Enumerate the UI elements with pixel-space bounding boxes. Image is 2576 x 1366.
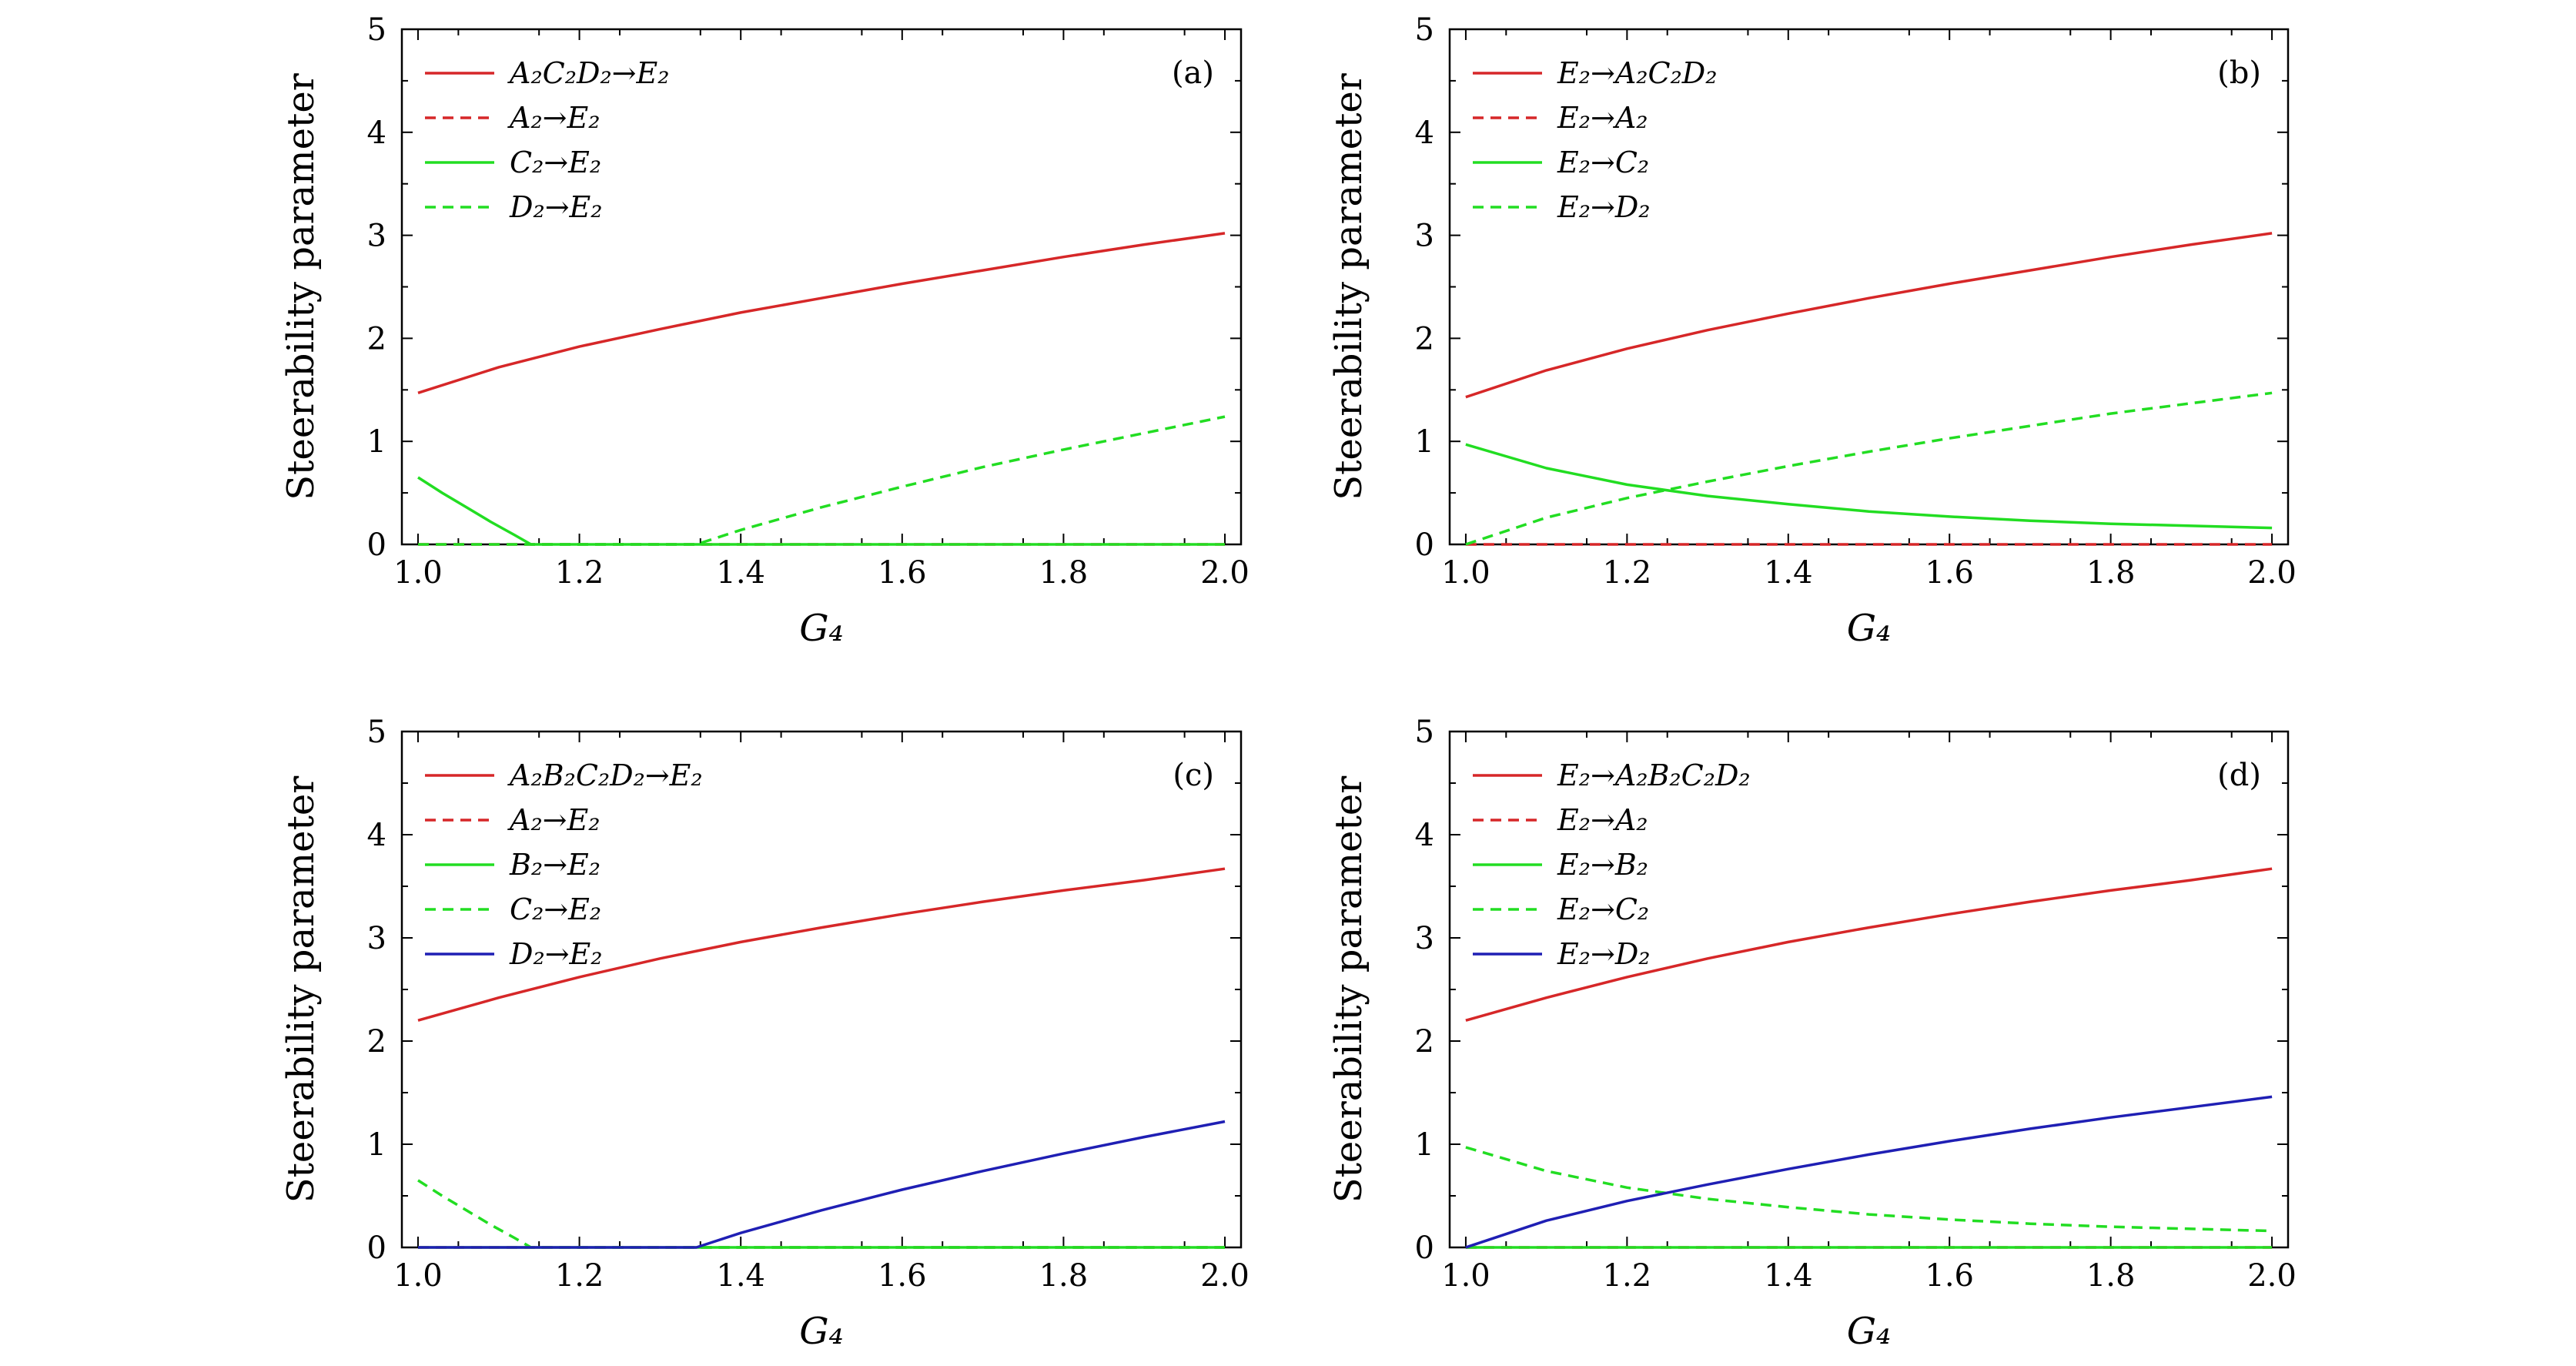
panel-label: (a) <box>1172 55 1214 91</box>
y-axis-label: Steerability parameter <box>1327 73 1370 501</box>
y-tick-label: 3 <box>1415 921 1434 956</box>
x-tick-label: 1.0 <box>393 1258 443 1294</box>
legend-label: E₂→C₂ <box>1557 146 1649 179</box>
x-axis-label: G₄ <box>799 1310 844 1353</box>
y-tick-label: 3 <box>367 219 386 254</box>
legend-label: E₂→A₂ <box>1557 803 1648 837</box>
y-tick-label: 5 <box>1415 715 1434 750</box>
x-tick-label: 1.8 <box>1039 555 1089 591</box>
series-line <box>1465 1146 2273 1233</box>
y-tick-label: 3 <box>367 921 386 956</box>
x-tick-label: 1.8 <box>2086 555 2136 591</box>
x-tick-label: 1.2 <box>555 555 604 591</box>
y-tick-label: 2 <box>1415 1024 1434 1060</box>
y-tick-label: 4 <box>1415 818 1434 853</box>
panel-c: 1.0 1.2 1.4 1.6 1.8 2.0 0 1 2 3 4 5 G₄ Steerability p… <box>279 715 1250 1353</box>
y-tick-label: 2 <box>367 321 386 357</box>
y-tick-label: 1 <box>367 424 386 460</box>
series-line <box>418 1120 1226 1249</box>
y-tick-label: 2 <box>1415 321 1434 357</box>
x-tick-label: 2.0 <box>1200 555 1250 591</box>
y-tick-label: 5 <box>367 12 386 48</box>
legend-label: A₂→E₂ <box>507 101 601 135</box>
legend-label: D₂→E₂ <box>509 190 603 224</box>
panel-label: (c) <box>1173 758 1214 793</box>
series-line <box>418 415 1226 546</box>
x-tick-label: 1.2 <box>555 1258 604 1294</box>
x-tick-label: 1.4 <box>1764 555 1813 591</box>
x-tick-label: 2.0 <box>1200 1258 1250 1294</box>
legend-label: A₂B₂C₂D₂→E₂ <box>507 758 703 792</box>
y-axis-label: Steerability parameter <box>279 73 323 501</box>
panel-b: 1.0 1.2 1.4 1.6 1.8 2.0 0 1 2 3 4 5 G₄ Steerability p… <box>1327 12 2297 650</box>
x-tick-label: 1.6 <box>1925 555 1974 591</box>
legend-label: D₂→E₂ <box>509 937 603 971</box>
y-tick-label: 5 <box>1415 12 1434 48</box>
x-tick-label: 1.4 <box>1764 1258 1813 1294</box>
y-tick-label: 2 <box>367 1024 386 1060</box>
legend-label: E₂→D₂ <box>1557 937 1651 971</box>
y-tick-label: 1 <box>1415 1127 1434 1163</box>
legend-label: E₂→D₂ <box>1557 190 1651 224</box>
x-tick-label: 1.8 <box>2086 1258 2136 1294</box>
y-tick-label: 1 <box>1415 424 1434 460</box>
legend-label: E₂→A₂ <box>1557 101 1648 135</box>
x-tick-label: 1.6 <box>1925 1258 1974 1294</box>
x-tick-label: 1.0 <box>1441 1258 1490 1294</box>
y-tick-label: 0 <box>367 1230 386 1266</box>
panel-a: 1.0 1.2 1.4 1.6 1.8 2.0 0 1 2 3 4 5 G₄ Steerability p… <box>279 12 1250 650</box>
x-tick-label: 1.6 <box>878 555 927 591</box>
x-axis-label: G₄ <box>799 607 844 650</box>
series-line <box>1465 232 2273 399</box>
x-tick-label: 1.2 <box>1603 1258 1652 1294</box>
legend-label: B₂→E₂ <box>509 848 601 882</box>
series-line <box>417 1179 1225 1249</box>
series-line <box>1465 443 2273 530</box>
series-line <box>417 867 1226 1022</box>
series-line <box>417 232 1226 394</box>
series-line <box>1465 867 2273 1022</box>
x-tick-label: 1.8 <box>1039 1258 1089 1294</box>
y-tick-label: 1 <box>367 1127 386 1163</box>
legend-label: A₂C₂D₂→E₂ <box>507 56 670 90</box>
panel-d: 1.0 1.2 1.4 1.6 1.8 2.0 0 1 2 3 4 5 G₄ Steerability p… <box>1327 715 2297 1353</box>
x-tick-label: 1.2 <box>1603 555 1652 591</box>
y-tick-label: 3 <box>1415 219 1434 254</box>
x-tick-label: 2.0 <box>2247 1258 2297 1294</box>
y-tick-label: 4 <box>1415 116 1434 151</box>
y-tick-label: 0 <box>1415 1230 1434 1266</box>
legend-label: A₂→E₂ <box>507 803 601 837</box>
y-tick-label: 0 <box>367 527 386 563</box>
y-tick-label: 4 <box>367 116 386 151</box>
panel-label: (b) <box>2217 55 2261 91</box>
y-tick-label: 0 <box>1415 527 1434 563</box>
x-tick-label: 1.4 <box>716 555 765 591</box>
series-line <box>1465 391 2273 546</box>
y-axis-label: Steerability parameter <box>1327 776 1370 1204</box>
x-axis-label: G₄ <box>1847 607 1892 650</box>
x-tick-label: 2.0 <box>2247 555 2297 591</box>
x-tick-label: 1.0 <box>1441 555 1490 591</box>
series-line <box>417 476 1225 546</box>
panel-label: (d) <box>2217 758 2261 793</box>
legend-label: E₂→A₂B₂C₂D₂ <box>1557 758 1751 792</box>
x-tick-label: 1.6 <box>878 1258 927 1294</box>
y-axis-label: Steerability parameter <box>279 776 323 1204</box>
legend-label: E₂→A₂C₂D₂ <box>1557 56 1718 90</box>
y-tick-label: 4 <box>367 818 386 853</box>
legend-label: E₂→B₂ <box>1557 848 1648 882</box>
x-tick-label: 1.4 <box>716 1258 765 1294</box>
x-tick-label: 1.0 <box>393 555 443 591</box>
legend-label: C₂→E₂ <box>510 146 601 179</box>
legend-label: E₂→C₂ <box>1557 892 1649 926</box>
legend-label: C₂→E₂ <box>510 892 601 926</box>
x-axis-label: G₄ <box>1847 1310 1892 1353</box>
series-line <box>1465 1095 2273 1249</box>
y-tick-label: 5 <box>367 715 386 750</box>
